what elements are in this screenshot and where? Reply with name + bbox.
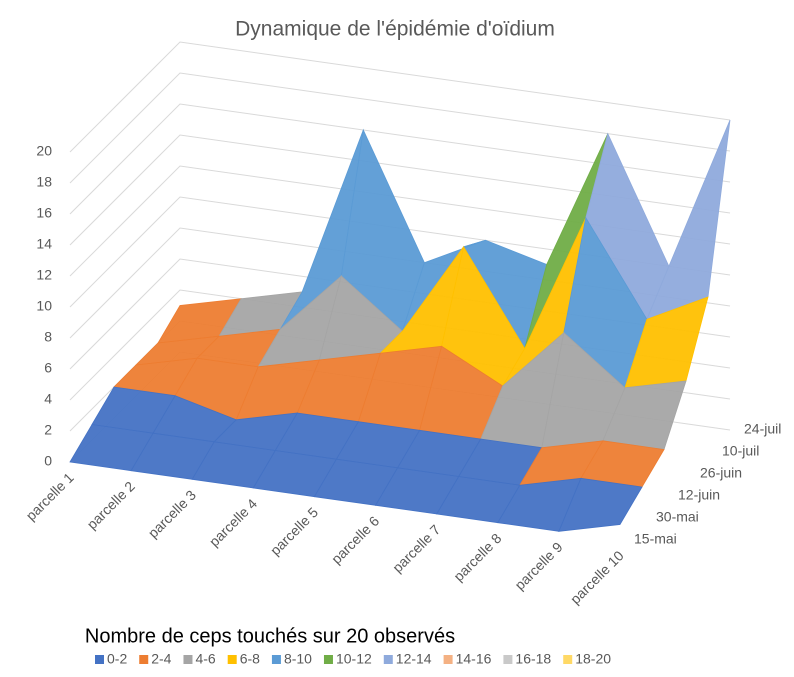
depth-tick-label: 12-juin (678, 487, 720, 503)
x-tick-label: parcelle 7 (389, 521, 443, 575)
legend-swatch (183, 655, 193, 664)
legend-swatch (95, 655, 104, 664)
legend-label: 12-14 (396, 651, 432, 667)
z-tick-label: 18 (36, 174, 52, 190)
depth-tick-label: 26-juin (700, 465, 742, 481)
legend-label: 14-16 (456, 651, 492, 667)
z-tick-label: 8 (44, 329, 52, 345)
grid-line (69, 103, 731, 215)
legend-swatch (227, 655, 237, 664)
chart-title: Dynamique de l'épidémie d'oïdium (235, 18, 555, 41)
legend-label: 2-4 (151, 651, 171, 667)
legend-swatch (443, 655, 453, 664)
depth-tick-label: 15-mai (634, 531, 677, 547)
depth-tick-label: 24-juil (744, 421, 781, 437)
x-tick-label: parcelle 3 (145, 487, 199, 541)
surface (69, 119, 731, 532)
surface-cell (646, 119, 731, 320)
depth-tick-label: 10-juil (722, 443, 759, 459)
z-tick-label: 10 (36, 298, 52, 314)
depth-tick-label: 30-mai (656, 509, 699, 525)
x-tick-label: parcelle 6 (328, 513, 382, 567)
z-tick-label: 14 (36, 236, 52, 252)
legend-label: 10-12 (336, 651, 372, 667)
x-tick-label: parcelle 5 (267, 504, 321, 558)
legend-label: 6-8 (240, 651, 260, 667)
legend-label: 16-18 (515, 651, 551, 667)
x-tick-label: parcelle 8 (450, 530, 504, 584)
x-tick-label: parcelle 10 (567, 547, 627, 607)
grid-line (69, 196, 731, 308)
z-tick-label: 6 (44, 360, 52, 376)
z-tick-label: 0 (44, 453, 52, 469)
legend-swatch (271, 655, 281, 664)
legend-label: 8-10 (284, 651, 312, 667)
legend-swatch (563, 655, 573, 664)
z-tick-label: 2 (44, 422, 52, 438)
legend-title: Nombre de ceps touchés sur 20 observés (85, 625, 455, 647)
x-tick-label: parcelle 2 (84, 478, 138, 532)
z-tick-label: 4 (44, 391, 52, 407)
legend-swatch (323, 655, 333, 664)
legend-label: 4-6 (195, 651, 215, 667)
z-tick-label: 16 (36, 205, 52, 221)
x-tick-label: parcelle 4 (206, 495, 260, 549)
x-tick-label: parcelle 1 (23, 469, 77, 523)
grid-line (69, 165, 731, 277)
legend-label: 0-2 (107, 651, 127, 667)
z-tick-label: 20 (36, 143, 52, 159)
grid-line (69, 41, 731, 153)
legend-swatch (139, 655, 149, 664)
grid-line (69, 134, 731, 246)
surface-cell (558, 477, 643, 532)
x-tick-label: parcelle 9 (511, 539, 565, 593)
grid (69, 41, 731, 463)
grid-line (69, 72, 731, 184)
legend-swatch (503, 655, 513, 664)
z-tick-label: 12 (36, 267, 52, 283)
legend-label: 18-20 (575, 651, 611, 667)
legend-swatch (383, 655, 393, 664)
